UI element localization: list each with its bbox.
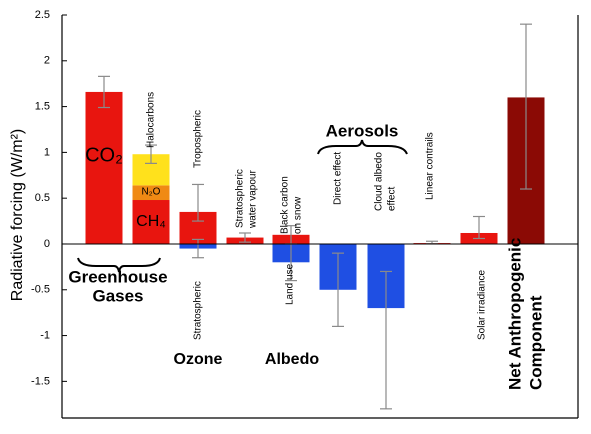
error-bar [239, 232, 251, 243]
y-tick-label: 2 [44, 55, 50, 67]
error-bar [473, 215, 485, 240]
bar [85, 91, 123, 244]
bar-label: Direct effect [333, 152, 344, 205]
y-tick-label: -1.5 [31, 375, 50, 387]
bar-label: Black carbon [280, 176, 291, 234]
error-bar [192, 183, 204, 222]
group-label: Ozone [174, 351, 223, 368]
bar [132, 200, 170, 244]
error-bar [145, 144, 157, 164]
bar-label: Component [526, 295, 545, 390]
bar-label: CO₂ [85, 144, 123, 166]
error-bar [332, 252, 344, 328]
group-label: Gases [92, 286, 143, 305]
y-tick-label: 0 [44, 238, 50, 250]
bar-label: water vapour [248, 170, 259, 229]
error-bar [380, 270, 392, 410]
group-label: Greenhouse [68, 267, 167, 286]
bar-label: on snow [293, 196, 304, 234]
brace [317, 139, 408, 155]
bar-label: Linear contrails [425, 132, 436, 200]
y-tick-label: 1 [44, 146, 50, 158]
bar-label: Cloud albedo [374, 152, 385, 211]
error-bar [192, 238, 204, 259]
bar-label: Net Anthropogenic [505, 238, 524, 390]
bar-label: Solar irradiance [477, 270, 488, 340]
y-tick-label: 0.5 [35, 192, 50, 204]
bar-label: Stratospheric [235, 169, 246, 228]
bar-label: Land use [285, 263, 296, 305]
bar-label: CH₄ [136, 213, 166, 230]
error-bar [426, 240, 438, 245]
bar-label: N₂O [142, 187, 161, 198]
y-tick-label: 1.5 [35, 100, 50, 112]
group-label: Albedo [265, 351, 319, 368]
bar [132, 185, 170, 201]
error-bar [520, 23, 532, 190]
y-tick-label: -1 [40, 329, 50, 341]
group-label: Aerosols [326, 121, 399, 140]
y-tick-label: -0.5 [31, 284, 50, 296]
bar-label: effect [387, 187, 398, 211]
bar-label: Tropospheric [193, 110, 204, 168]
error-bar [98, 75, 110, 109]
y-axis-title: Radiative forcing (W/m²) [9, 129, 26, 301]
bar-label: Halocarbons [146, 92, 157, 148]
y-tick-label: 2.5 [35, 9, 50, 21]
bar-label: Stratospheric [193, 281, 204, 340]
brace [77, 257, 161, 273]
